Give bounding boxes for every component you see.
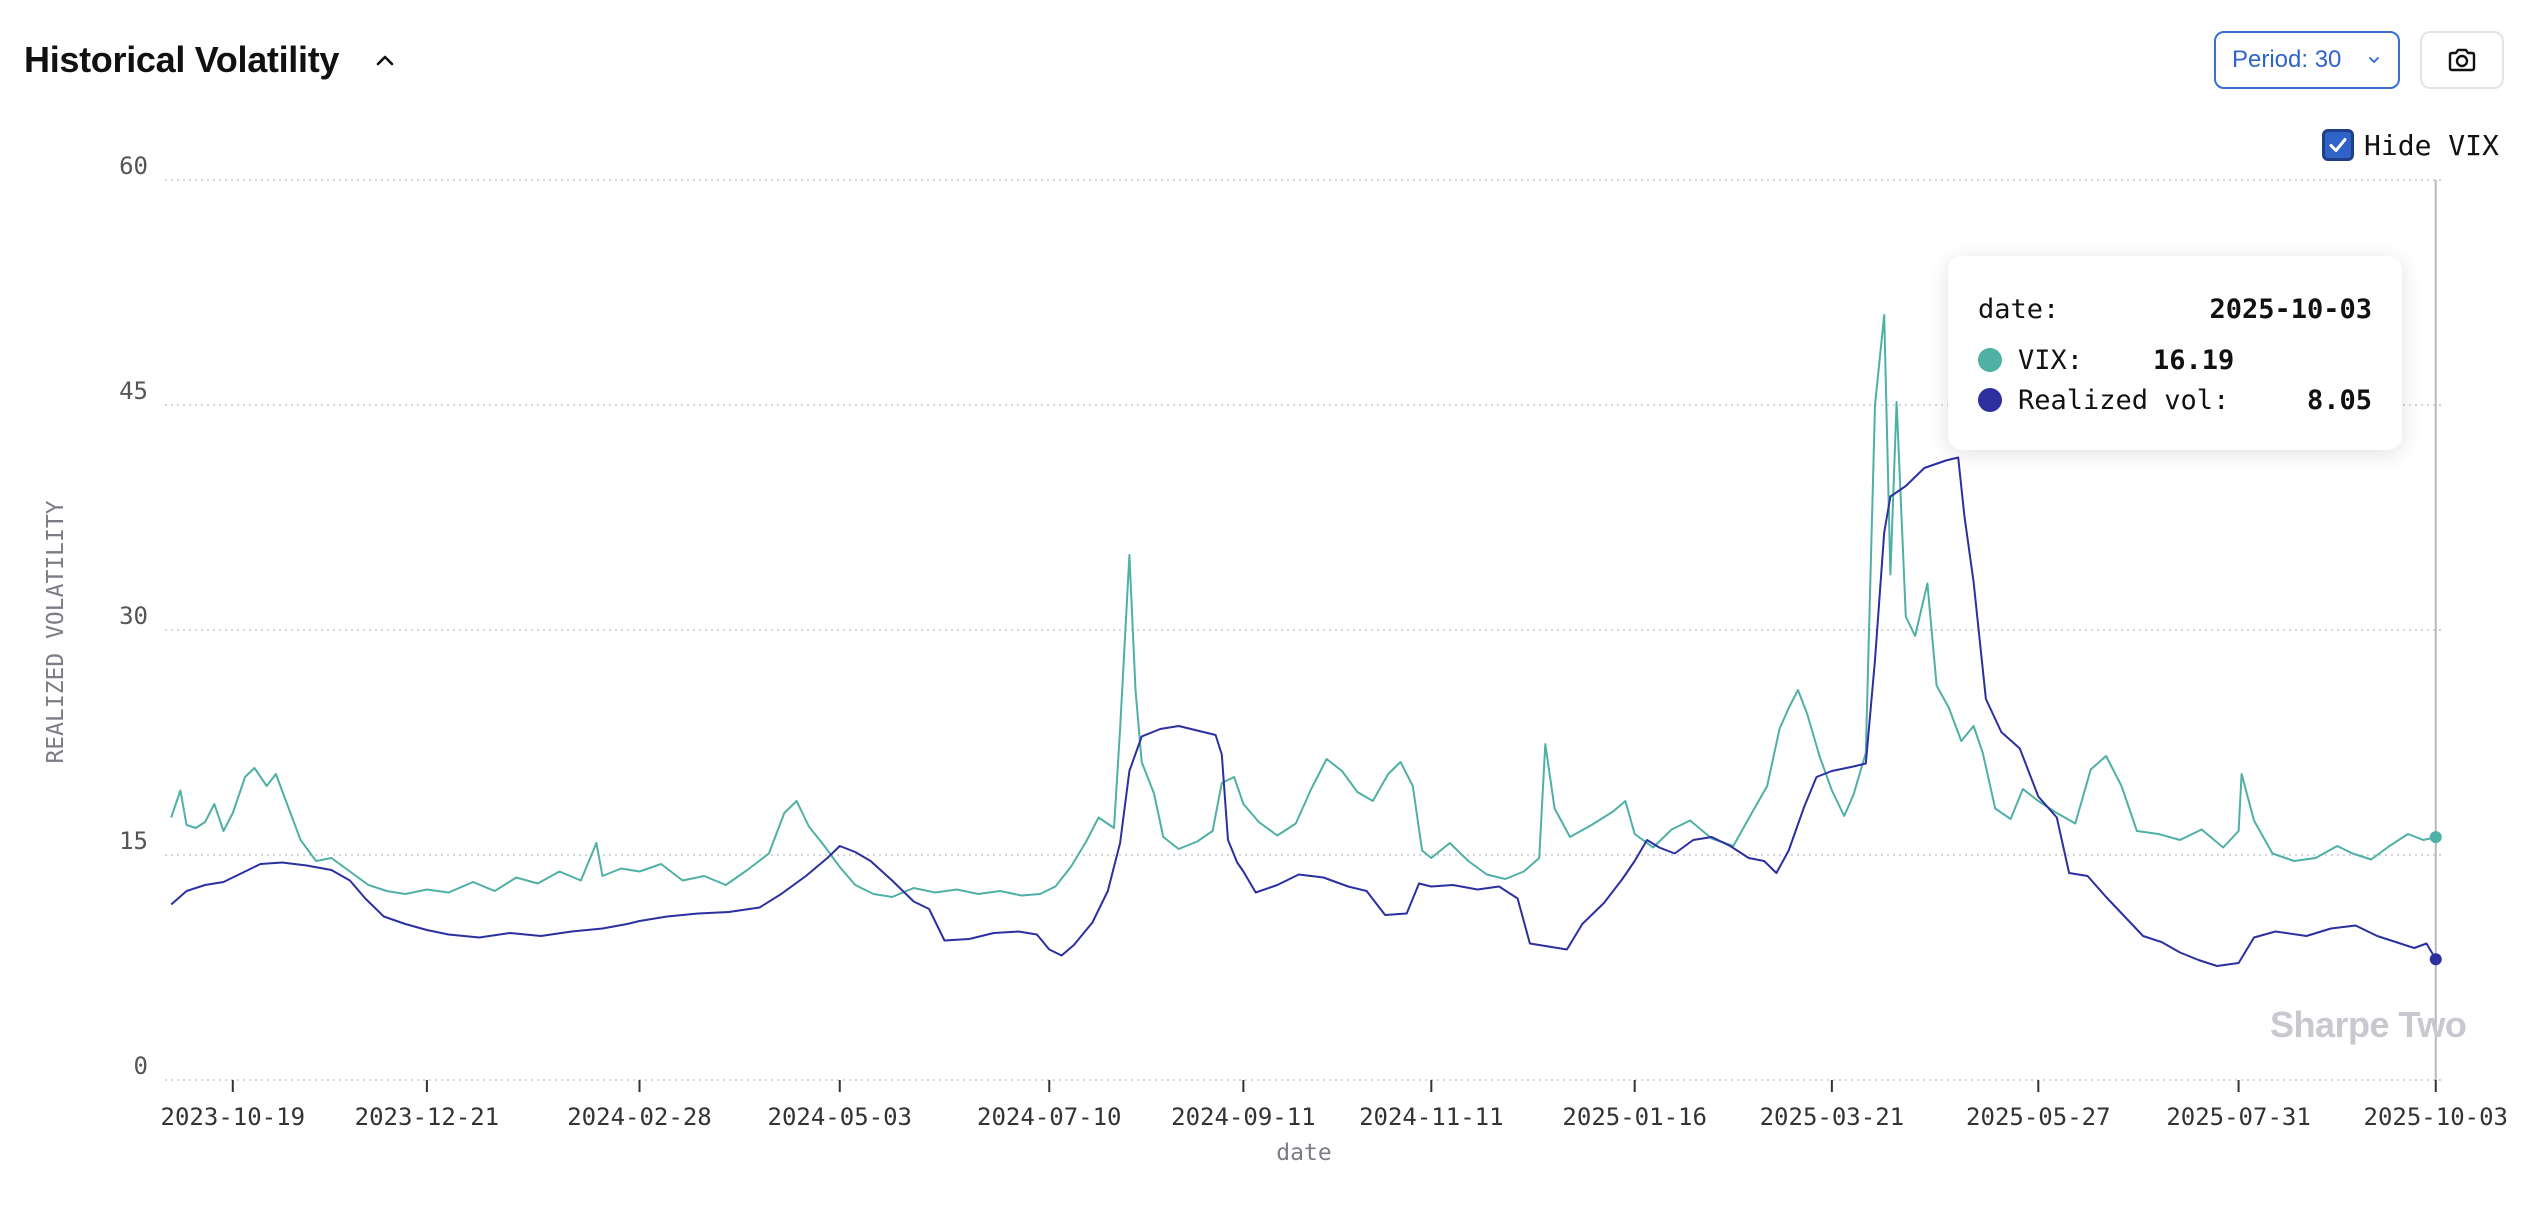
x-tick-label: 2025-10-03 [2364, 1103, 2509, 1131]
watermark: Sharpe Two [2270, 1004, 2467, 1045]
x-tick-label: 2025-07-31 [2166, 1103, 2311, 1131]
y-tick-label: 0 [134, 1052, 148, 1080]
tooltip-date-label: date: [1978, 293, 2060, 325]
tooltip-vix-row: VIX: 16.19 [1978, 340, 2372, 380]
grid-lines [165, 179, 2445, 1081]
page-title: Historical Volatility [24, 39, 340, 80]
vix-line [170, 314, 2437, 898]
y-axis-label: REALIZED VOLATILITY [43, 500, 69, 763]
camera-icon [2448, 48, 2476, 72]
tooltip-date-row: date: 2025-10-03 [1978, 286, 2372, 332]
y-tick-label: 30 [119, 602, 148, 630]
x-tick-label: 2025-03-21 [1760, 1103, 1905, 1131]
tooltip-date-value: 2025-10-03 [2209, 293, 2372, 325]
tooltip-vix-value: 16.19 [2153, 344, 2235, 376]
x-tick-label: 2024-05-03 [768, 1103, 913, 1131]
tooltip-rv-value: 8.05 [2306, 384, 2372, 416]
x-axis: 2023-10-19 2023-12-21 2024-02-28 2024-05-03… [161, 1080, 2508, 1131]
collapse-button[interactable] [365, 40, 405, 80]
tooltip-rv-label: Realized vol: [2018, 384, 2230, 416]
hide-vix-checkbox[interactable] [2322, 129, 2354, 161]
series-lines [170, 314, 2437, 967]
x-axis-label: date [1276, 1140, 1331, 1166]
chevron-up-icon [376, 55, 394, 66]
x-tick-label: 2024-11-11 [1359, 1103, 1504, 1131]
tooltip: date: 2025-10-03 VIX: 16.19 Realized vol… [1948, 256, 2402, 450]
hide-vix-label: Hide VIX [2364, 128, 2499, 162]
realized-vol-legend-dot [1978, 388, 2002, 412]
tooltip-vix-label: VIX: [2018, 344, 2084, 376]
vix-hover-dot [2429, 831, 2442, 844]
x-tick-label: 2024-02-28 [567, 1103, 712, 1131]
checkmark-icon [2329, 138, 2347, 152]
x-tick-label: 2025-01-16 [1562, 1103, 1707, 1131]
realized-vol-hover-dot [2429, 953, 2442, 966]
tooltip-rv-row: Realized vol: 8.05 [1978, 380, 2372, 420]
x-tick-label: 2023-12-21 [355, 1103, 500, 1131]
hide-vix-toggle[interactable]: Hide VIX [2322, 124, 2499, 166]
realized-vol-line [170, 456, 2437, 967]
x-tick-label: 2023-10-19 [161, 1103, 306, 1131]
y-tick-label: 45 [119, 377, 148, 405]
y-tick-label: 15 [119, 827, 148, 855]
y-tick-label: 60 [119, 152, 148, 180]
x-tick-label: 2025-05-27 [1966, 1103, 2111, 1131]
period-select[interactable]: Period: 30 [2214, 31, 2400, 89]
screenshot-button[interactable] [2420, 31, 2504, 89]
x-tick-label: 2024-09-11 [1171, 1103, 1316, 1131]
hover-layer [2429, 180, 2442, 1080]
vix-legend-dot [1978, 348, 2002, 372]
chevron-down-icon [2366, 52, 2382, 68]
y-axis: 0 15 30 45 60 [119, 152, 148, 1080]
chart-header: Historical Volatility [24, 28, 405, 92]
period-label: Period: 30 [2232, 46, 2342, 73]
x-tick-label: 2024-07-10 [977, 1103, 1122, 1131]
